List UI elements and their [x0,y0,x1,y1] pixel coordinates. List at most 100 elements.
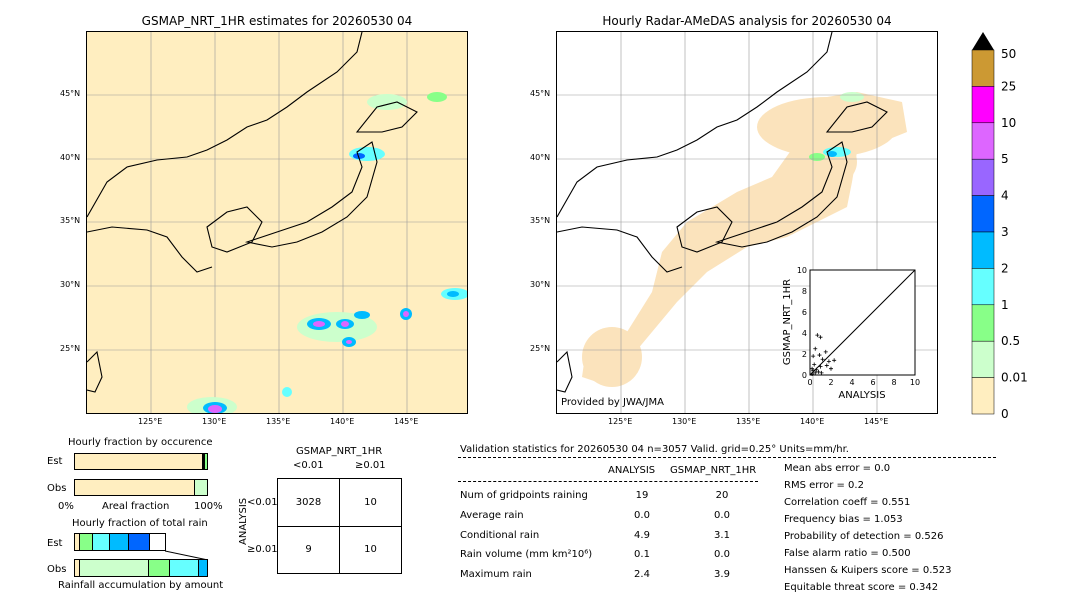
validation-header: Validation statistics for 20260530 04 n=… [460,444,849,455]
total-rain-title: Hourly fraction of total rain [72,518,208,529]
colorbar-band [971,304,995,342]
score-freq-bias: Frequency bias = 1.053 [784,514,903,525]
left-lon-label-125: 125°E [138,417,163,426]
scatter-point [824,363,829,368]
scatter-point [814,367,819,372]
left-lon-label-135: 135°E [266,417,291,426]
scatter-point [818,364,823,369]
score-ets: Equitable threat score = 0.342 [784,582,939,593]
occurrence-axis-mid: Areal fraction [102,501,170,512]
stat-label-maximum: Maximum rain [460,569,532,580]
scatter-ytick-label: 0 [802,371,807,380]
total-rain-row-obs: Obs [47,564,67,575]
score-hk: Hanssen & Kuipers score = 0.523 [784,565,952,576]
right-lon-label-135: 135°E [736,417,761,426]
right-lon-label-130: 130°E [672,417,697,426]
colorbar-band [971,340,995,378]
left-map-svg [87,32,467,413]
score-far: False alarm ratio = 0.500 [784,548,911,559]
colorbar-label: 25 [1001,79,1016,93]
left-map-title: GSMAP_NRT_1HR estimates for 20260530 04 [141,14,413,28]
stat-label-average: Average rain [460,510,524,521]
colorbar-band [971,377,995,415]
scatter-point [817,353,822,358]
colorbar-label: 0.5 [1001,334,1020,348]
colorbar-band [971,231,995,269]
scatter-point [818,335,823,340]
scatter-plot: 00 2 2 4 4 6 6 8 8 10 10 ANALYSIS GSMAP_NRT_1HR [782,266,920,401]
validation-divider-cols [458,481,758,482]
scatter-ylabel: GSMAP_NRT_1HR [782,279,793,365]
validation-col-analysis: ANALYSIS [608,465,656,476]
colorbar-band [971,195,995,233]
scatter-ytick-label: 10 [797,266,807,275]
colorbar-extend-arrow [972,32,994,50]
scatter-point [823,349,828,354]
occurrence-row-est: Est [47,456,63,467]
contingency-row-header-ge: ≥0.01 [247,544,278,555]
stat-gsmap-gridpoints: 20 [715,490,729,501]
total-rain-axis-label: Rainfall accumulation by amount [58,580,224,591]
scatter-point [813,370,818,375]
validation-divider-top [458,457,996,458]
colorbar-band [971,122,995,160]
contingency-cell-11: 10 [364,544,377,555]
contingency-cell-01: 10 [364,497,377,508]
colorbar-label: 1 [1001,298,1009,312]
total-rain-row-est: Est [47,538,63,549]
colorbar-label: 0 [1001,407,1009,420]
left-lat-label-35: 35°N [60,216,81,225]
left-map-gridlines [87,32,467,413]
stat-analysis-volume: 0.1 [634,549,650,560]
right-map-coverage [582,92,907,387]
scatter-xtick-label: 8 [891,378,896,387]
scatter-point [813,346,818,351]
colorbar-label: 5 [1001,152,1009,166]
scatter-point [811,354,816,359]
stat-gsmap-volume: 0.0 [714,549,730,560]
stat-analysis-gridpoints: 19 [635,490,649,501]
left-lat-label-30: 30°N [60,280,81,289]
scatter-diagonal [809,269,916,376]
validation-col-gsmap: GSMAP_NRT_1HR [670,465,757,476]
left-map [86,31,468,414]
score-corr: Correlation coeff = 0.551 [784,497,911,508]
occurrence-obs-bar [74,479,208,496]
colorbar: 50 25 10 5 4 3 2 1 0.5 0.01 0 [971,32,1028,420]
stat-analysis-maximum: 2.4 [634,569,650,580]
right-lat-label-30: 30°N [530,280,551,289]
colorbar-label: 10 [1001,116,1016,130]
scatter-xtick-label: 4 [849,378,854,387]
scatter-xlabel: ANALYSIS [838,390,885,401]
left-lon-label-130: 130°E [202,417,227,426]
scatter-xtick-label: 0 [807,378,812,387]
colorbar-label: 2 [1001,261,1009,275]
left-map-coastline [87,32,418,393]
scatter-point [826,359,831,364]
contingency-col-header-lt: <0.01 [293,460,324,471]
total-rain-est-bar [74,533,166,551]
scatter-xtick-label: 6 [870,378,875,387]
stat-analysis-conditional: 4.9 [634,530,650,541]
right-lat-label-25: 25°N [530,344,551,353]
occurrence-axis-left: 0% [58,501,74,512]
radar-credit: Provided by JWA/JMA [561,397,664,408]
right-lon-label-140: 140°E [800,417,825,426]
stat-gsmap-average: 0.0 [714,510,730,521]
stat-label-gridpoints: Num of gridpoints raining [460,490,588,501]
stat-label-conditional: Conditional rain [460,530,540,541]
contingency-col-header-ge: ≥0.01 [355,460,386,471]
scatter-point [810,366,815,371]
scatter-point [812,362,817,367]
scatter-xtick-label: 2 [828,378,833,387]
colorbar-label: 3 [1001,225,1009,239]
right-map-coastline [557,32,888,393]
colorbar-band [971,86,995,124]
scatter-xtick-label: 10 [910,378,920,387]
total-rain-connector [165,550,209,561]
scatter-point [815,333,820,338]
contingency-cell-10: 9 [305,544,312,555]
scatter-point [820,357,825,362]
stat-gsmap-conditional: 3.1 [714,530,730,541]
scatter-point [811,368,816,373]
